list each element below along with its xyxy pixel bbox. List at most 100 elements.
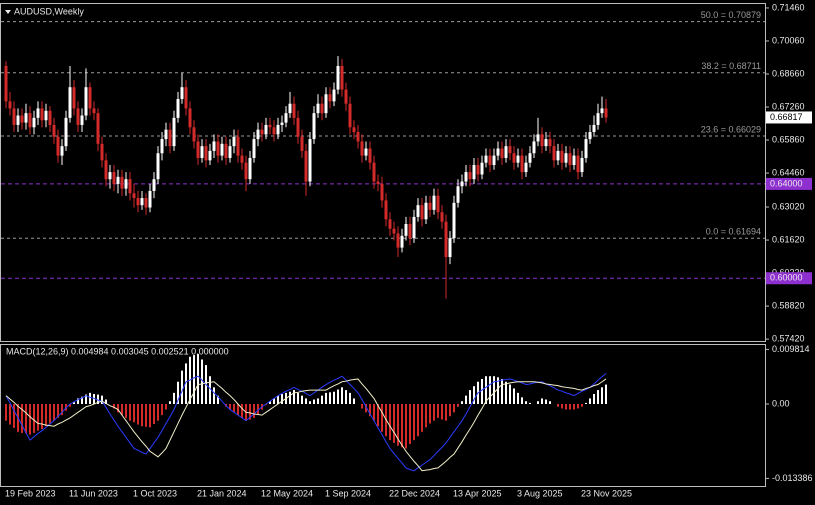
macd-histogram-bar [129,403,131,421]
macd-histogram-bar [489,376,491,404]
candle-body [576,155,580,173]
macd-histogram-bar [417,403,419,437]
candle-body [352,127,356,133]
candle-body [192,127,196,142]
y-tick-label: -0.013386 [772,473,813,483]
macd-histogram-bar [121,403,123,416]
candle-body [264,124,268,135]
candle-body [236,136,240,156]
candle-body [184,87,188,109]
macd-histogram-bar [141,403,143,427]
macd-histogram-bar [61,403,63,416]
macd-histogram-bar [25,403,27,434]
candle-body [104,160,108,180]
candle-body [160,139,164,154]
candle-body [136,198,140,206]
macd-histogram-bar [605,384,607,404]
macd-histogram-bar [413,403,415,441]
macd-histogram-bar [13,403,15,428]
macd-histogram-bar [321,395,323,404]
macd-histogram-bar [105,399,107,404]
candle-body [44,110,48,121]
y-tick-label: 0.009814 [772,344,810,354]
candle-body [544,139,548,147]
macd-histogram-bar [425,403,427,428]
candle-body [336,65,340,90]
macd-histogram-bar [89,392,91,404]
candle-body [112,172,116,184]
macd-histogram-bar [561,403,563,409]
y-tick-label: 0.68660 [772,68,805,78]
y-tick-label: 0.58820 [772,300,805,310]
macd-histogram-bar [161,403,163,416]
candle-body [128,179,132,194]
candle-body [68,87,72,118]
candle-body [60,146,64,156]
candle-body [472,165,476,180]
macd-histogram-bar [133,403,135,423]
macd-histogram-bar [41,403,43,430]
candle-body [116,176,120,184]
macd-line [5,373,607,472]
macd-histogram-bar [433,403,435,421]
last-price-label: 0.66817 [770,112,803,122]
candle-body [592,124,596,133]
candle-body [532,141,536,154]
candle-body [464,172,468,182]
macd-histogram-bar [353,398,355,404]
candle-body [148,190,152,208]
candle-body [340,65,344,90]
macd-histogram-bar [93,393,95,404]
macd-histogram-bar [429,403,431,424]
candle-body [52,124,56,137]
candle-body [96,113,100,144]
macd-histogram-bar [273,398,275,404]
candle-body [180,87,184,99]
candle-body [588,132,592,140]
macd-histogram-bar [569,403,571,410]
macd-panel-border [0,344,766,487]
candle-body [360,141,364,156]
candle-body [292,103,296,118]
candle-body [216,141,220,156]
macd-histogram-bar [289,391,291,404]
macd-histogram-bar [181,370,183,404]
macd-histogram-bar [81,396,83,404]
candle-body [252,139,256,158]
candle-body [564,153,568,163]
candle-body [500,148,504,158]
candle-body [376,181,380,184]
candle-body [204,146,208,161]
candle-body [308,139,312,182]
candle-body [296,117,300,137]
macd-histogram-bar [85,394,87,404]
y-tick-label: 0.61620 [772,234,805,244]
candle-body [256,129,260,140]
candle-body [540,134,544,147]
candle-body [356,132,360,142]
candle-body [392,228,396,234]
macd-histogram-bar [137,403,139,425]
candle-body [16,115,20,125]
macd-histogram-bar [153,403,155,425]
macd-histogram-bar [485,376,487,404]
macd-histogram-bar [481,378,483,404]
candle-body [600,108,604,114]
candle-body [40,108,44,121]
candle-body [76,108,80,125]
macd-histogram-bar [49,403,51,424]
y-tick-label: 0.71460 [772,2,805,12]
macd-histogram-bar [297,392,299,404]
candle-body [480,162,484,175]
candle-body [100,143,104,161]
macd-histogram-bar [461,401,463,404]
candle-body [400,235,404,248]
macd-histogram-bar [557,403,559,407]
candle-body [164,129,168,140]
macd-histogram-bar [349,392,351,404]
candle-body [512,153,516,163]
candle-body [32,117,36,128]
macd-histogram-bar [157,403,159,421]
macd-histogram-bar [517,392,519,404]
